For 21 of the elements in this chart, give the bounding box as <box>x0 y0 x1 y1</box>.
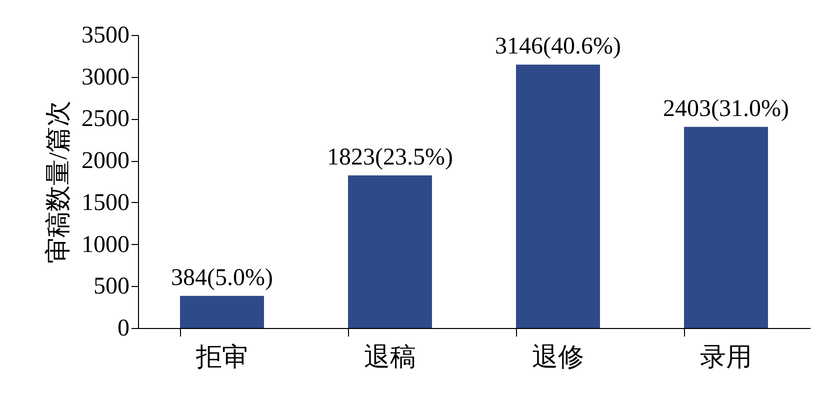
y-tick-label: 1000 <box>82 232 130 258</box>
y-tick-label: 500 <box>94 274 130 300</box>
x-tick-label: 退稿 <box>364 342 416 372</box>
x-tick-label: 拒审 <box>195 342 248 372</box>
y-tick-label: 2000 <box>82 148 130 174</box>
data-label: 1823(23.5%) <box>327 144 453 170</box>
data-label: 3146(40.6%) <box>495 34 621 60</box>
data-label: 2403(31.0%) <box>663 96 789 122</box>
bar <box>180 296 264 328</box>
y-tick-label: 3500 <box>82 22 130 48</box>
bar <box>516 64 600 328</box>
y-tick-label: 1500 <box>82 190 130 216</box>
bar <box>348 175 432 328</box>
y-tick-label: 0 <box>118 316 130 342</box>
y-tick-label: 3000 <box>82 64 130 90</box>
x-tick-label: 退修 <box>532 342 584 372</box>
y-axis-title: 审稿数量/篇次 <box>44 100 72 264</box>
y-tick-label: 2500 <box>82 106 130 132</box>
data-label: 384(5.0%) <box>171 264 273 291</box>
bar <box>684 126 768 328</box>
x-tick-label: 录用 <box>700 342 752 372</box>
